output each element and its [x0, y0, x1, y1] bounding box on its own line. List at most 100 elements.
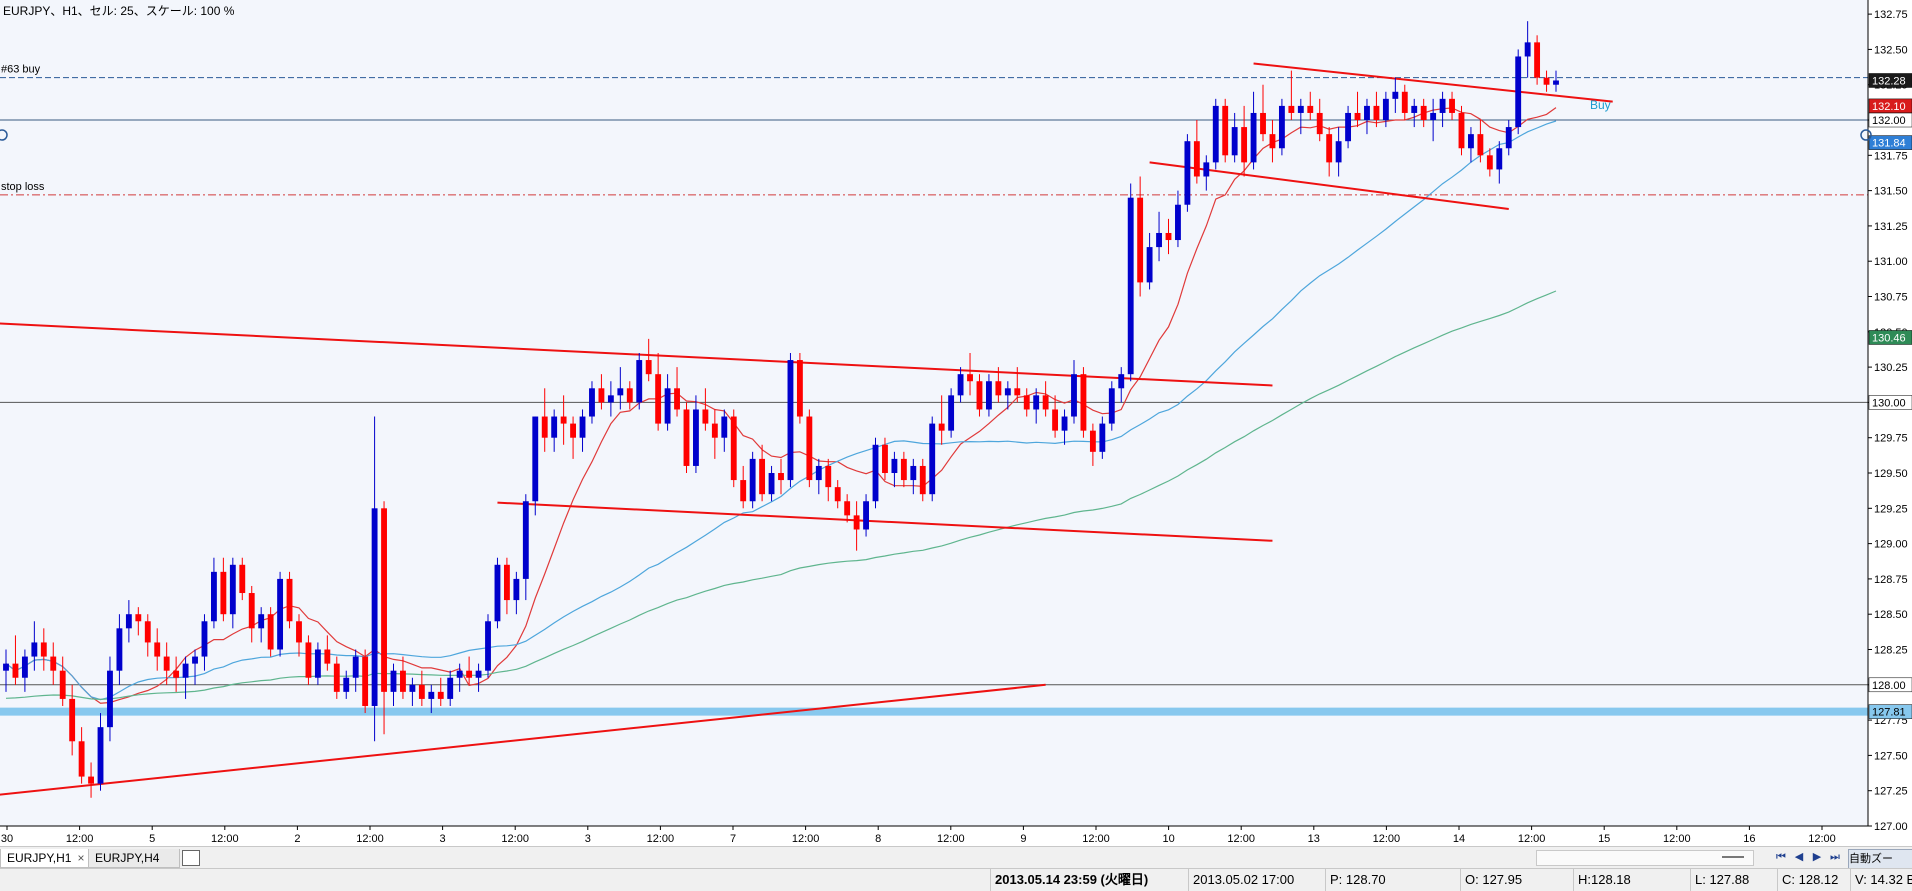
candle-body — [1269, 134, 1276, 149]
x-tick-label: 12:00 — [1518, 833, 1546, 845]
candle-body — [210, 571, 217, 622]
candle-body — [466, 670, 473, 678]
price-marker-label: 130.46 — [1872, 332, 1906, 344]
y-tick-label: 129.25 — [1874, 503, 1908, 515]
candle-body — [787, 360, 794, 481]
tab-eurjpy-h1[interactable]: EURJPY,H1 × — [0, 849, 96, 868]
scrollbar-thumb[interactable] — [1722, 856, 1744, 858]
candle-body — [1505, 127, 1512, 149]
candle-body — [541, 416, 548, 438]
candle-body — [277, 578, 284, 650]
scroll-first-icon[interactable]: ⏮ — [1776, 851, 1786, 863]
candle-body — [626, 388, 633, 403]
scroll-next-icon[interactable]: ▶ — [1812, 851, 1822, 863]
candle-body — [296, 621, 302, 643]
candle-body — [1184, 141, 1191, 205]
candle-body — [645, 360, 652, 375]
candle-body — [1496, 148, 1503, 170]
auto-zoom-button[interactable]: 自動ズー — [1848, 849, 1912, 869]
candle-body — [1382, 98, 1389, 121]
candle-body — [1458, 112, 1465, 149]
candle-body — [589, 388, 595, 417]
candle-body — [1335, 141, 1342, 163]
candle-body — [428, 691, 435, 699]
buy-annotation: Buy — [1590, 98, 1611, 112]
scroll-last-icon[interactable]: ⏭ — [1830, 851, 1840, 863]
x-tick-label: 3 — [585, 833, 591, 845]
candle-body — [674, 388, 680, 410]
candle-body — [1543, 77, 1550, 85]
candle-body — [730, 416, 737, 481]
candle-body — [1023, 395, 1030, 410]
status-bar-time: 2013.05.02 17:00 — [1188, 869, 1323, 891]
plot-background — [0, 0, 1868, 826]
candle-body — [390, 670, 397, 692]
support-band — [0, 707, 1868, 716]
candle-body — [1449, 98, 1455, 113]
candle-body — [872, 444, 879, 502]
candle-body — [532, 416, 539, 502]
candle-body — [1373, 105, 1380, 121]
candle-body — [1439, 98, 1446, 113]
line-handle-left[interactable] — [0, 129, 8, 141]
x-tick-label: 12:00 — [1663, 833, 1691, 845]
candle-body — [796, 360, 803, 417]
line-handle-right[interactable] — [1860, 129, 1872, 141]
status-high: H:128.18 — [1573, 869, 1678, 891]
candle-body — [938, 423, 945, 431]
x-tick-label: 16 — [1743, 833, 1755, 845]
candle-body — [683, 409, 690, 466]
candle-body — [560, 416, 567, 424]
candle-body — [1231, 127, 1238, 156]
close-icon[interactable]: × — [77, 851, 85, 865]
x-tick-label: 12:00 — [937, 833, 965, 845]
candle-body — [636, 360, 643, 403]
tab-eurjpy-h4[interactable]: EURJPY,H4 — [88, 849, 180, 868]
candle-body — [163, 656, 170, 671]
candle-body — [1089, 430, 1096, 452]
candle-body — [1392, 91, 1399, 99]
x-tick-label: 12:00 — [1808, 833, 1836, 845]
candle-body — [352, 656, 359, 678]
candle-body — [1260, 112, 1266, 135]
candle-body — [1156, 232, 1162, 248]
trend-line — [1253, 62, 1613, 103]
candle-body — [3, 663, 9, 671]
candle-body — [267, 614, 274, 650]
price-marker-label: 127.81 — [1872, 707, 1906, 719]
scroll-prev-icon[interactable]: ◀ — [1794, 851, 1804, 863]
candle-body — [1468, 134, 1474, 149]
candle-body — [513, 578, 520, 601]
candle-body — [201, 621, 208, 657]
new-window-icon[interactable] — [182, 850, 200, 866]
candle-body — [258, 614, 265, 629]
candle-body — [1175, 204, 1181, 241]
candle-body — [570, 423, 577, 438]
candle-body — [1052, 409, 1059, 431]
candle-body — [1345, 112, 1352, 142]
horizontal-scrollbar[interactable] — [1536, 850, 1754, 866]
price-marker — [1868, 704, 1912, 719]
candle-body — [976, 381, 983, 410]
candle-body — [900, 458, 907, 481]
y-tick-label: 129.50 — [1874, 468, 1908, 480]
candle-body — [1288, 105, 1295, 113]
candle-body — [125, 614, 132, 629]
status-p: P: 128.70 — [1325, 869, 1430, 891]
candle-body — [381, 508, 387, 692]
candle-body — [1165, 232, 1172, 241]
candle-body — [1061, 416, 1068, 431]
trend-line — [497, 501, 1273, 542]
y-tick-label: 130.25 — [1874, 362, 1908, 374]
x-tick-label: 12:00 — [647, 833, 675, 845]
candle-body — [1420, 105, 1427, 121]
level-label: stop loss — [1, 181, 45, 193]
candle-body — [1364, 105, 1370, 121]
candle-body — [314, 649, 321, 678]
trend-line — [0, 683, 1046, 796]
x-tick-label: 3 — [440, 833, 446, 845]
x-tick-label: 12:00 — [1082, 833, 1110, 845]
candle-body — [40, 642, 47, 657]
